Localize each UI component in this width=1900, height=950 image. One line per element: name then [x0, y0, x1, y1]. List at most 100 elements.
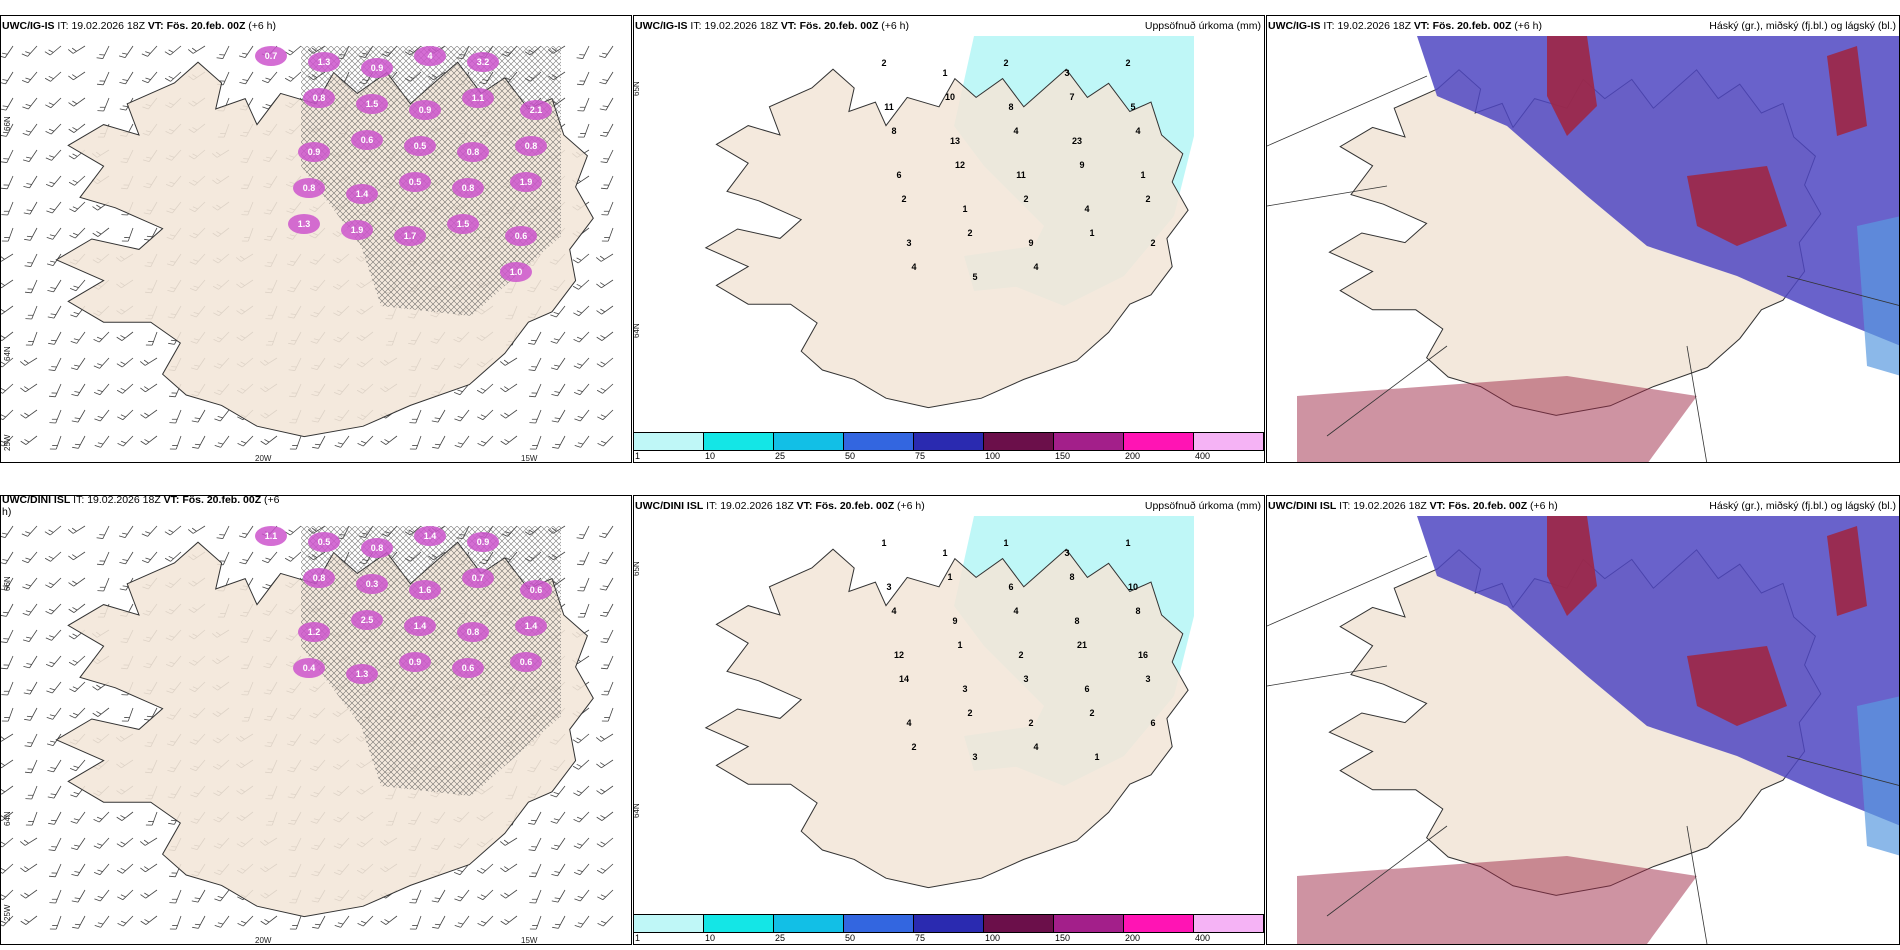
lead-time: (+6 [264, 495, 280, 506]
wind-barb [19, 837, 38, 846]
wind-barb [500, 435, 518, 445]
wind-barb [20, 435, 38, 445]
wind-barb [1, 305, 14, 315]
model-name: UWC/DINI ISL [1268, 500, 1337, 512]
wind-barb [49, 435, 62, 450]
legend-color-bar [634, 914, 1264, 933]
wind-barb [97, 577, 110, 592]
svg-text:1.2: 1.2 [308, 627, 321, 637]
svg-text:0.5: 0.5 [318, 537, 331, 547]
wind-barb [116, 811, 134, 821]
wind-barb [1, 785, 14, 795]
wind-barb [500, 409, 518, 419]
precip-value: 2 [1018, 650, 1023, 660]
wind-barb [117, 409, 134, 421]
svg-text:1.7: 1.7 [404, 231, 417, 241]
svg-text:0.8: 0.8 [303, 183, 316, 193]
boundary-line [1786, 275, 1899, 306]
wind-barb [68, 551, 86, 561]
wind-barb [93, 383, 110, 396]
high-cloud-area [1417, 516, 1899, 826]
wind-barb [284, 525, 302, 536]
precip-value: 3 [962, 684, 967, 694]
legend-tick: 100 [985, 933, 1001, 943]
wind-barb [572, 279, 590, 290]
wind-barb [601, 227, 614, 242]
wind-barb [169, 435, 182, 450]
wind-barb [71, 863, 86, 877]
precip-value: 9 [1028, 238, 1033, 248]
precip-blob: 0.4 [293, 658, 325, 678]
wind-barb [69, 759, 86, 772]
lat-label: 64N [3, 346, 12, 361]
svg-text:1.1: 1.1 [472, 93, 485, 103]
wind-barb [574, 915, 590, 928]
wind-barb [597, 915, 614, 927]
svg-text:1.9: 1.9 [520, 177, 533, 187]
wind-barb [574, 435, 590, 448]
precip-blob: 0.5 [399, 172, 431, 192]
wind-barb [69, 227, 86, 239]
wind-barb [529, 915, 542, 930]
lead-time: (+6 h) [248, 20, 277, 32]
precip-value: 1 [1140, 170, 1145, 180]
precip-value: 5 [972, 272, 977, 282]
wind-barb [49, 889, 62, 904]
svg-text:0.6: 0.6 [361, 135, 374, 145]
wind-barb [68, 71, 86, 81]
legend-swatch [914, 915, 984, 932]
wind-barb [577, 603, 590, 618]
wind-barb [141, 45, 158, 57]
wind-barb [1, 409, 14, 421]
svg-text:0.8: 0.8 [525, 141, 538, 151]
wind-barb [48, 837, 62, 851]
wind-barb [550, 305, 566, 318]
wind-barb [164, 551, 182, 562]
svg-text:0.6: 0.6 [462, 663, 475, 673]
wind-barb [118, 45, 134, 58]
svg-text:0.8: 0.8 [467, 147, 480, 157]
wind-barb [68, 123, 86, 133]
lat-label: 64N [633, 323, 641, 338]
wind-barb [192, 435, 206, 449]
wind-barb [140, 409, 158, 419]
wind-barb [576, 525, 590, 539]
wind-barb [140, 915, 158, 925]
wind-barb [500, 889, 518, 899]
wind-barb [1, 123, 14, 137]
wind-barb [25, 305, 38, 320]
boundary-line [1686, 825, 1708, 944]
precip-blob: 1.4 [346, 184, 378, 204]
wind-barb [1, 227, 14, 242]
wind-barb [600, 123, 614, 137]
wind-barb [577, 97, 590, 112]
lat-label: 66N [3, 576, 12, 591]
precip-value: 2 [1145, 194, 1150, 204]
precip-value: 8 [1008, 102, 1013, 112]
init-time: 19.02.2026 18Z [71, 20, 145, 32]
wind-barb [93, 863, 110, 876]
precip-blob: 0.7 [255, 46, 287, 66]
wind-barb [595, 733, 614, 742]
precip-value: 8 [1069, 572, 1074, 582]
wind-barb [21, 71, 38, 84]
wind-barb [169, 889, 182, 904]
wind-barb [140, 889, 158, 899]
wind-barb [432, 435, 446, 449]
legend-tick: 10 [705, 451, 716, 461]
wind-barb [454, 889, 470, 902]
precip-blob: 1.5 [356, 94, 388, 114]
panel-header: UWC/DINI ISL IT: 19.02.2026 18Z VT: Fös.… [635, 500, 925, 512]
wind-barb [21, 525, 38, 537]
wind-barb [164, 71, 182, 82]
wind-barb [119, 551, 134, 565]
wind-barb [1, 45, 14, 58]
wind-barb [261, 71, 278, 84]
wind-barb [1, 357, 14, 368]
precip-value: 1 [942, 548, 947, 558]
wind-barb [45, 577, 62, 589]
precip-blob: 0.5 [308, 532, 340, 552]
wind-barb [21, 45, 38, 57]
valid-time: Fös. 20.feb. 00Z [182, 495, 262, 506]
wind-barb [49, 409, 62, 424]
